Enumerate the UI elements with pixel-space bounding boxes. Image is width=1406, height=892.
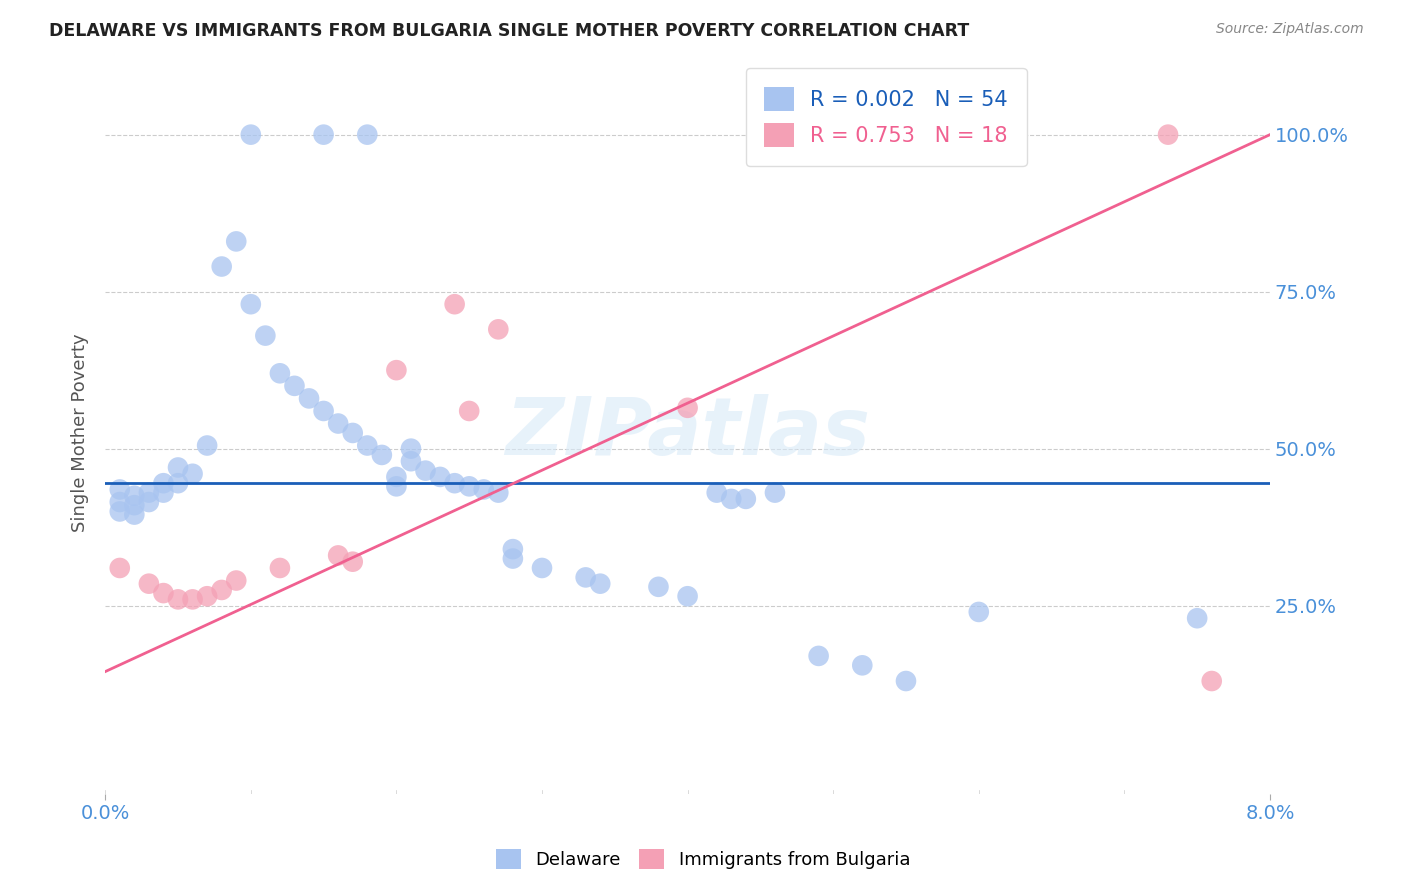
Text: DELAWARE VS IMMIGRANTS FROM BULGARIA SINGLE MOTHER POVERTY CORRELATION CHART: DELAWARE VS IMMIGRANTS FROM BULGARIA SIN… <box>49 22 970 40</box>
Point <box>167 460 190 475</box>
Point <box>415 464 437 478</box>
Point <box>734 491 756 506</box>
Point <box>502 542 524 557</box>
Point <box>720 491 742 506</box>
Point <box>385 479 408 493</box>
Point <box>575 570 598 584</box>
Point <box>108 495 131 509</box>
Point <box>429 470 451 484</box>
Point <box>342 425 364 440</box>
Point <box>181 467 204 481</box>
Point <box>1185 611 1208 625</box>
Legend: R = 0.002   N = 54, R = 0.753   N = 18: R = 0.002 N = 54, R = 0.753 N = 18 <box>745 68 1026 166</box>
Point <box>472 483 495 497</box>
Point <box>211 582 233 597</box>
Point <box>211 260 233 274</box>
Point <box>458 479 481 493</box>
Point <box>1157 128 1180 142</box>
Point <box>647 580 669 594</box>
Point <box>486 322 509 336</box>
Point <box>124 508 146 522</box>
Point <box>152 485 174 500</box>
Point <box>342 555 364 569</box>
Point <box>676 401 699 415</box>
Point <box>443 297 465 311</box>
Point <box>152 586 174 600</box>
Point <box>254 328 277 343</box>
Point <box>312 404 335 418</box>
Point <box>225 574 247 588</box>
Point <box>530 561 553 575</box>
Point <box>399 442 422 456</box>
Point <box>763 485 786 500</box>
Point <box>458 404 481 418</box>
Point <box>356 128 378 142</box>
Point <box>195 589 218 603</box>
Point <box>138 495 160 509</box>
Point <box>239 297 262 311</box>
Point <box>328 549 350 563</box>
Text: ZIPatlas: ZIPatlas <box>505 394 870 472</box>
Point <box>502 551 524 566</box>
Point <box>269 561 291 575</box>
Point <box>108 561 131 575</box>
Point <box>486 485 509 500</box>
Point <box>676 589 699 603</box>
Point <box>138 485 160 500</box>
Point <box>385 470 408 484</box>
Point <box>328 417 350 431</box>
Point <box>851 658 873 673</box>
Point <box>312 128 335 142</box>
Point <box>298 392 321 406</box>
Point <box>371 448 394 462</box>
Legend: Delaware, Immigrants from Bulgaria: Delaware, Immigrants from Bulgaria <box>486 839 920 879</box>
Point <box>443 476 465 491</box>
Point <box>399 454 422 468</box>
Point <box>283 379 305 393</box>
Point <box>108 504 131 518</box>
Point <box>239 128 262 142</box>
Point <box>706 485 728 500</box>
Point <box>967 605 990 619</box>
Point <box>124 498 146 512</box>
Y-axis label: Single Mother Poverty: Single Mother Poverty <box>72 334 89 533</box>
Point <box>152 476 174 491</box>
Text: Source: ZipAtlas.com: Source: ZipAtlas.com <box>1216 22 1364 37</box>
Point <box>124 489 146 503</box>
Point <box>807 648 830 663</box>
Point <box>1201 673 1223 688</box>
Point <box>269 366 291 380</box>
Point <box>167 592 190 607</box>
Point <box>108 483 131 497</box>
Point <box>589 576 612 591</box>
Point <box>385 363 408 377</box>
Point <box>225 235 247 249</box>
Point <box>356 438 378 452</box>
Point <box>894 673 917 688</box>
Point <box>195 438 218 452</box>
Point <box>181 592 204 607</box>
Point <box>138 576 160 591</box>
Point <box>167 476 190 491</box>
